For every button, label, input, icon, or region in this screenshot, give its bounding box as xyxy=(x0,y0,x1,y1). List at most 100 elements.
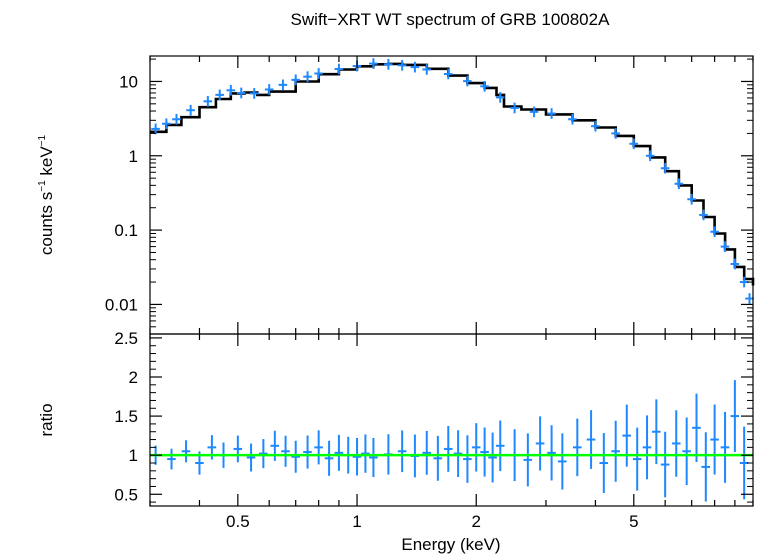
ratio-data-point xyxy=(246,443,256,472)
spectrum-data-point xyxy=(568,113,577,125)
ratio-data-point xyxy=(547,425,556,481)
ratio-data-point xyxy=(181,440,191,463)
ylabel-exponent-1: −1 xyxy=(37,180,48,192)
spectrum-data-point xyxy=(495,92,505,103)
spectrum-data-point xyxy=(510,102,519,114)
ratio-data-point xyxy=(443,426,453,472)
ratio-panel: 0.5 1 1.5 2 2.5 ratio xyxy=(37,329,754,507)
spectrum-data-point xyxy=(203,95,213,107)
ratio-data-point xyxy=(352,437,362,476)
ratio-data-point xyxy=(720,411,730,483)
x-axis-title: Energy (keV) xyxy=(401,535,500,554)
y-tick-label: 1 xyxy=(129,147,138,166)
spectrum-data-point xyxy=(720,241,730,252)
spectrum-data-point xyxy=(591,120,600,132)
ratio-data-point xyxy=(692,393,701,463)
spectrum-data-point xyxy=(443,68,453,80)
spectrum-data-point xyxy=(162,118,171,130)
spectrum-data-point xyxy=(278,79,288,91)
spectrum-data-point xyxy=(314,68,323,79)
y-tick-label: 0.01 xyxy=(105,295,138,314)
ratio-data-point xyxy=(361,434,370,473)
ratio-data-point xyxy=(291,440,300,473)
ratio-data-point xyxy=(730,380,740,453)
spectrum-data-point xyxy=(687,193,696,205)
spectrum-data-point xyxy=(291,74,300,86)
spectrum-data-point xyxy=(369,58,378,69)
ylabel-main: counts s xyxy=(37,192,56,255)
spectrum-data-point xyxy=(629,138,639,150)
y-tick-label: 0.1 xyxy=(114,221,138,240)
ratio-data-point xyxy=(422,430,432,475)
spectrum-data-point xyxy=(739,276,749,288)
x-tick-label: 5 xyxy=(629,512,638,531)
ratio-data-point xyxy=(488,432,497,483)
ratio-data-point xyxy=(233,435,243,463)
ratio-data-point xyxy=(671,410,681,477)
spectrum-data-point xyxy=(699,209,708,221)
spectrum-data-point xyxy=(730,258,740,270)
ratio-data-point xyxy=(167,448,176,470)
ratio-data-point xyxy=(369,438,378,478)
ratio-data-point xyxy=(480,427,489,477)
ratio-data-point xyxy=(701,432,711,502)
x-tick-label: 1 xyxy=(352,512,361,531)
spectrum-data-point xyxy=(226,84,236,96)
ratio-data-point xyxy=(611,420,620,482)
spectrum-data-point xyxy=(611,128,620,139)
spectrum-data-point xyxy=(303,71,312,83)
spectrum-data-point xyxy=(480,80,489,92)
spectrum-data-point xyxy=(151,123,160,135)
spectrum-data-point xyxy=(710,226,719,238)
ratio-data-point xyxy=(622,404,632,467)
spectrum-data-point xyxy=(172,113,181,125)
x-tick-label: 0.5 xyxy=(226,512,250,531)
ratio-data-point xyxy=(471,423,481,472)
ratio-frame xyxy=(149,333,754,507)
y-tick-label: 1 xyxy=(129,446,138,465)
ratio-data-point xyxy=(433,435,443,481)
spectrum-panel: 0.01 0.1 1 10 counts s−1 keV−1 xyxy=(37,55,755,335)
ratio-data-point xyxy=(632,427,642,491)
ratio-data-point xyxy=(259,439,268,469)
spectrum-data-point xyxy=(397,59,407,71)
ylabel-unit: keV xyxy=(37,146,56,181)
y-tick-label: 1.5 xyxy=(114,407,138,426)
ratio-data-point xyxy=(572,418,582,477)
spectrum-data-point xyxy=(384,58,393,70)
spectrum-data-point xyxy=(410,61,420,73)
spectrum-data-point xyxy=(249,88,259,99)
spectrum-data-point xyxy=(264,84,274,95)
ratio-data-point xyxy=(710,404,719,475)
spectrum-data-point xyxy=(529,106,539,118)
spectrum-data-point xyxy=(745,293,754,304)
ratio-data-point xyxy=(303,435,312,469)
ratio-data-point xyxy=(495,420,505,472)
ratio-data-point xyxy=(523,433,533,487)
spectrum-data-point xyxy=(236,87,246,99)
y-tick-label: 10 xyxy=(119,72,138,91)
ratio-data-point xyxy=(682,417,691,486)
y-tick-label: 0.5 xyxy=(114,485,138,504)
ratio-data-point xyxy=(642,415,652,480)
ratio-data-point xyxy=(586,410,596,469)
ratio-data-point xyxy=(453,430,463,477)
spectrum-data-point xyxy=(547,108,556,119)
spectrum-data-point xyxy=(334,63,344,75)
ratio-data-point xyxy=(324,440,334,476)
ratio-data-point xyxy=(599,433,609,493)
ratio-data-point xyxy=(281,435,290,467)
ratio-data-point xyxy=(660,431,670,498)
spectrum-ylabel: counts s−1 keV−1 xyxy=(37,134,56,255)
y-tick-label: 2 xyxy=(129,368,138,387)
ratio-data-point xyxy=(397,430,407,473)
ratio-data-point xyxy=(314,430,323,465)
x-tick-label: 2 xyxy=(472,512,481,531)
spectrum-data-point xyxy=(674,178,684,190)
spectrum-data-point xyxy=(186,104,195,116)
ratio-data-point xyxy=(334,434,344,471)
spectrum-data-point xyxy=(463,75,472,87)
ratio-data-point xyxy=(535,416,545,471)
ratio-data-point xyxy=(463,435,472,483)
